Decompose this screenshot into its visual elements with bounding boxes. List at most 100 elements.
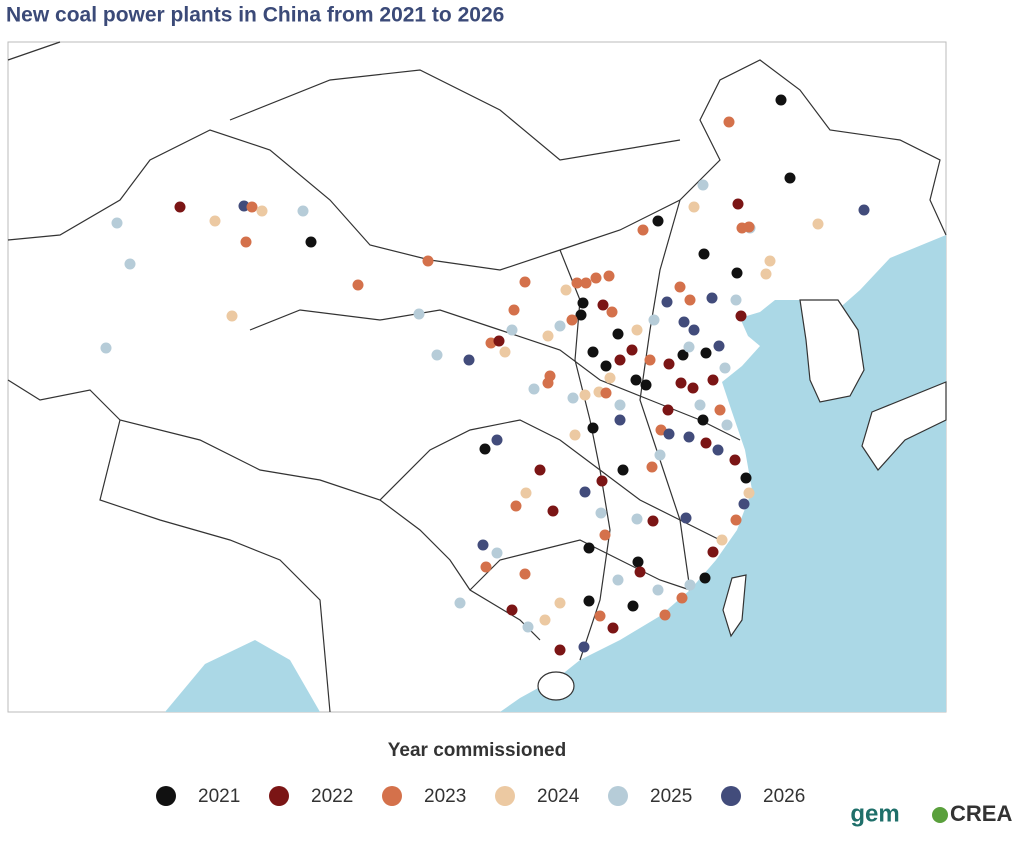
plant-dot: [626, 344, 638, 356]
plant-dot: [603, 270, 615, 282]
plant-dot: [684, 294, 696, 306]
legend-label: 2023: [424, 786, 466, 807]
plant-dot: [683, 431, 695, 443]
legend-swatch: [495, 786, 515, 806]
legend-swatch: [382, 786, 402, 806]
land-islands: [537, 299, 947, 701]
plant-dot: [700, 347, 712, 359]
plant-dot: [554, 644, 566, 656]
plant-dot: [612, 328, 624, 340]
plant-dot: [554, 597, 566, 609]
plant-dot: [480, 561, 492, 573]
plant-dot: [614, 399, 626, 411]
plant-dot: [542, 330, 554, 342]
plant-dot: [305, 236, 317, 248]
plant-dot: [646, 461, 658, 473]
plant-dot: [730, 294, 742, 306]
plant-dot: [578, 641, 590, 653]
plant-dot: [775, 94, 787, 106]
plant-dot: [606, 306, 618, 318]
plant-dot: [614, 354, 626, 366]
plant-dot: [647, 515, 659, 527]
plant-dot: [784, 172, 796, 184]
plant-dot: [297, 205, 309, 217]
plant-dot: [700, 437, 712, 449]
plant-dot: [520, 487, 532, 499]
plant-dot: [707, 374, 719, 386]
plant-dot: [697, 179, 709, 191]
logo-crea-icon: [932, 807, 948, 823]
plant-dot: [632, 556, 644, 568]
plant-dot: [721, 419, 733, 431]
plant-dot: [479, 443, 491, 455]
plant-dot: [238, 200, 250, 212]
plant-dot: [617, 464, 629, 476]
plant-dot: [707, 546, 719, 558]
plant-dot: [579, 486, 591, 498]
plant-dot: [627, 600, 639, 612]
plant-dot: [654, 449, 666, 461]
plant-dot: [631, 513, 643, 525]
plant-dot: [431, 349, 443, 361]
plant-dot: [599, 529, 611, 541]
legend-label: 2022: [311, 786, 353, 807]
plant-dot: [732, 198, 744, 210]
plant-dot: [226, 310, 238, 322]
legend-swatch: [608, 786, 628, 806]
plant-dot: [730, 514, 742, 526]
plant-dot: [743, 487, 755, 499]
plant-dot: [506, 324, 518, 336]
plant-dot: [124, 258, 136, 270]
plant-dot: [659, 609, 671, 621]
legend-title: Year commissioned: [388, 740, 566, 761]
plant-dot: [539, 614, 551, 626]
plant-dot: [652, 584, 664, 596]
plant-dot: [519, 568, 531, 580]
plant-dot: [630, 374, 642, 386]
plants: [100, 94, 870, 656]
title: New coal power plants in China from 2021…: [6, 4, 504, 27]
plant-dot: [631, 324, 643, 336]
plant-dot: [674, 281, 686, 293]
plant-dot: [738, 498, 750, 510]
plant-dot: [583, 595, 595, 607]
plant-dot: [534, 464, 546, 476]
plant-dot: [760, 268, 772, 280]
plant-dot: [575, 309, 587, 321]
plant-dot: [256, 205, 268, 217]
plant-dot: [680, 512, 692, 524]
plant-dot: [240, 236, 252, 248]
plant-dot: [652, 215, 664, 227]
legend-label: 2026: [763, 786, 805, 807]
plant-dot: [590, 272, 602, 284]
plant-dot: [209, 215, 221, 227]
plant-dot: [463, 354, 475, 366]
plant-dot: [683, 341, 695, 353]
plant-dot: [554, 320, 566, 332]
plant-dot: [640, 379, 652, 391]
plant-dot: [676, 592, 688, 604]
plant-dot: [246, 201, 258, 213]
plant-dot: [684, 579, 696, 591]
plant-dot: [731, 267, 743, 279]
plant-dot: [560, 284, 572, 296]
plant-dot: [522, 621, 534, 633]
plant-dot: [587, 422, 599, 434]
plant-dot: [607, 622, 619, 634]
plant-dot: [663, 358, 675, 370]
plant-dot: [740, 472, 752, 484]
plant-dot: [678, 316, 690, 328]
plant-dot: [413, 308, 425, 320]
plant-dot: [600, 387, 612, 399]
plant-dot: [547, 505, 559, 517]
plant-dot: [544, 370, 556, 382]
plant-dot: [580, 277, 592, 289]
plant-dot: [579, 389, 591, 401]
plant-dot: [510, 500, 522, 512]
plant-dot: [764, 255, 776, 267]
plant-dot: [637, 224, 649, 236]
plant-dot: [595, 507, 607, 519]
plant-dot: [729, 454, 741, 466]
